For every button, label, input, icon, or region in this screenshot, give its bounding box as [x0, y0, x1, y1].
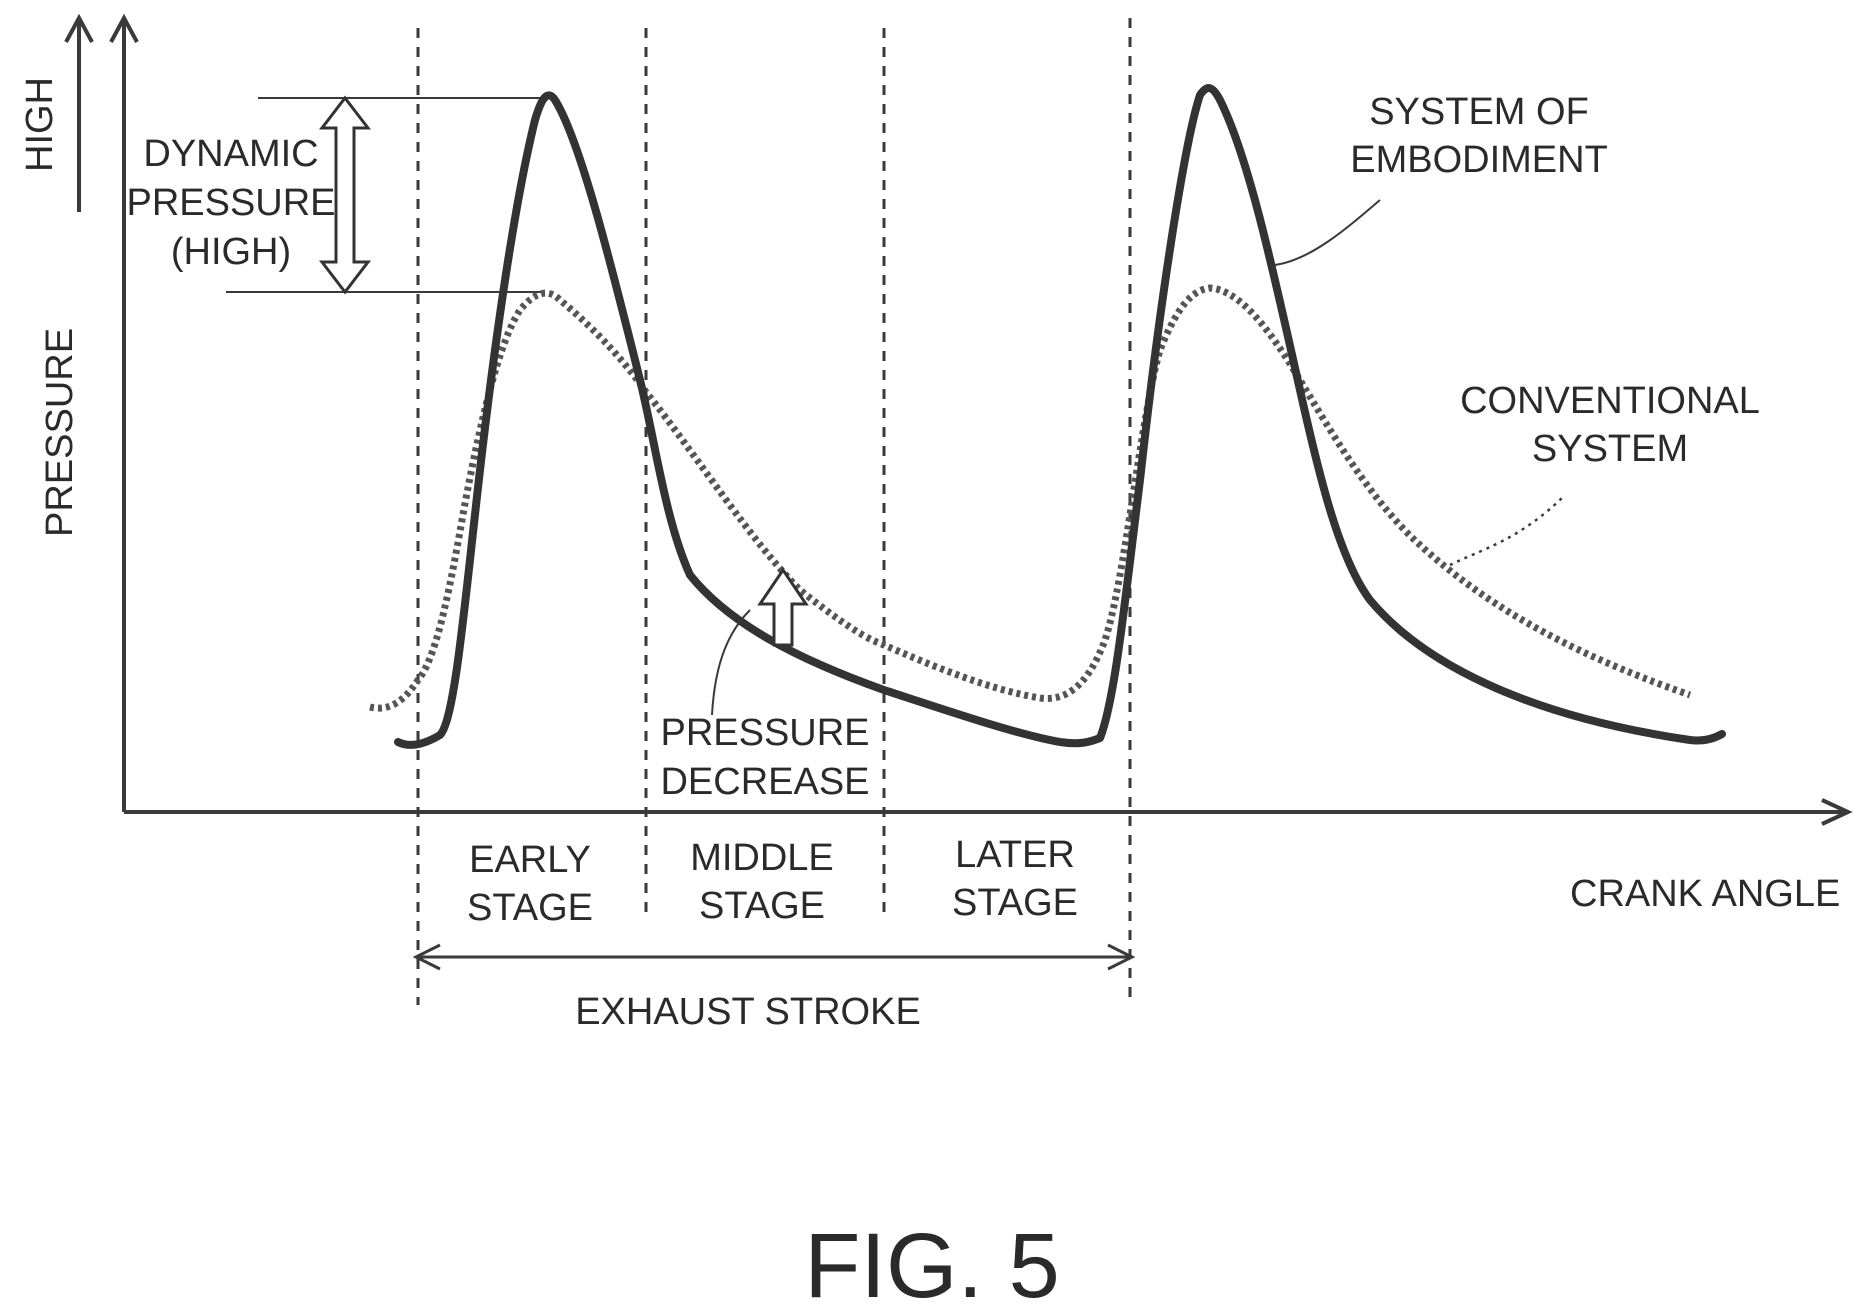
x-axis: [124, 800, 1848, 824]
middle-stage-label: MIDDLE STAGE: [690, 837, 834, 927]
conventional-system-curve: [370, 288, 1690, 708]
high-direction-arrow: [66, 18, 92, 212]
conventional-system-line-1: CONVENTIONAL: [1460, 380, 1760, 422]
conventional-system-line-2: SYSTEM: [1532, 428, 1688, 470]
later-stage-line-1: LATER: [955, 834, 1075, 876]
exhaust-stroke-label: EXHAUST STROKE: [575, 991, 921, 1033]
later-stage-line-2: STAGE: [952, 882, 1078, 924]
x-axis-label: CRANK ANGLE: [1570, 873, 1840, 915]
dynamic-pressure-line-1: DYNAMIC: [143, 133, 318, 175]
dynamic-pressure-label: DYNAMIC PRESSURE (HIGH): [126, 133, 335, 273]
system-of-embodiment-line-1: SYSTEM OF: [1369, 91, 1589, 133]
conventional-leader-line: [1450, 495, 1565, 565]
early-stage-line-1: EARLY: [469, 839, 591, 881]
later-stage-label: LATER STAGE: [952, 834, 1078, 924]
system-of-embodiment-line-2: EMBODIMENT: [1350, 139, 1608, 181]
middle-stage-line-1: MIDDLE: [690, 837, 834, 879]
middle-stage-line-2: STAGE: [699, 885, 825, 927]
figure-caption: FIG. 5: [804, 1215, 1060, 1311]
conventional-system-label: CONVENTIONAL SYSTEM: [1460, 380, 1760, 470]
early-stage-label: EARLY STAGE: [467, 839, 593, 929]
early-stage-line-2: STAGE: [467, 887, 593, 929]
y-axis: [111, 18, 137, 812]
embodiment-leader-line: [1275, 200, 1380, 265]
exhaust-stroke-arrow: [416, 945, 1132, 969]
system-of-embodiment-label: SYSTEM OF EMBODIMENT: [1350, 91, 1608, 181]
pressure-decrease-line-2: DECREASE: [660, 761, 869, 803]
dynamic-pressure-line-2: PRESSURE: [126, 182, 335, 224]
y-axis-label: PRESSURE: [39, 328, 81, 537]
pressure-decrease-label: PRESSURE DECREASE: [660, 712, 869, 803]
dynamic-pressure-line-3: (HIGH): [171, 231, 291, 273]
high-label: HIGH: [19, 77, 61, 172]
pressure-decrease-line-1: PRESSURE: [660, 712, 869, 754]
